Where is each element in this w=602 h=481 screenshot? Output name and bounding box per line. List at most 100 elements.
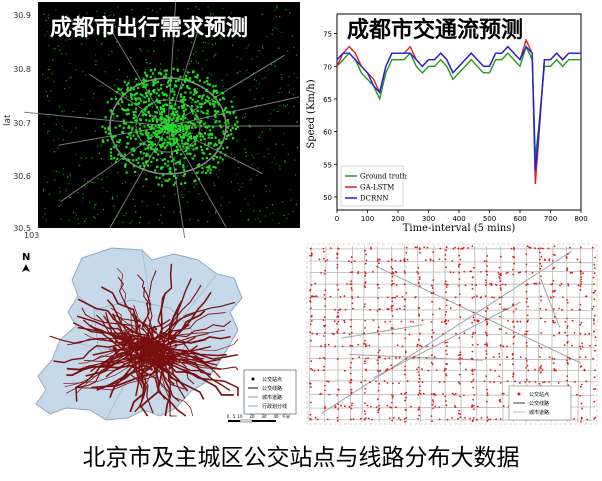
bus-stop: [350, 261, 353, 264]
bus-stop: [512, 268, 514, 271]
demand-point: [146, 205, 148, 207]
bus-stop: [499, 418, 502, 420]
bus-stop: [415, 296, 417, 298]
demand-point: [132, 147, 135, 150]
bus-stop: [499, 363, 501, 366]
demand-point: [206, 80, 209, 83]
bus-stop: [363, 305, 366, 308]
demand-point: [206, 59, 208, 61]
demand-point: [251, 163, 254, 165]
bus-stop: [163, 347, 166, 351]
demand-point: [201, 129, 203, 132]
demand-point: [139, 165, 142, 168]
bus-stop: [391, 280, 393, 282]
demand-point: [195, 138, 198, 141]
bus-stop: [485, 310, 487, 313]
demand-point: [174, 80, 177, 83]
bus-stop: [579, 323, 581, 326]
bus-stop: [443, 380, 446, 383]
bus-stop: [458, 254, 460, 257]
demand-point: [51, 20, 53, 22]
demand-point: [170, 75, 173, 78]
demand-point: [143, 81, 146, 84]
demand-point: [191, 109, 194, 112]
demand-point: [275, 15, 277, 18]
demand-point: [164, 103, 167, 106]
bus-stop: [164, 367, 167, 371]
bus-stop: [552, 362, 555, 364]
bus-stop: [586, 418, 589, 421]
demand-point: [206, 147, 209, 150]
y-tick-label: 65: [323, 96, 332, 104]
bus-stop: [135, 366, 139, 370]
demand-point: [201, 171, 204, 174]
demand-point: [183, 194, 185, 196]
bus-stop: [378, 407, 381, 410]
demand-point: [256, 175, 258, 177]
bus-stop: [160, 344, 164, 347]
demand-point: [86, 12, 88, 14]
bus-stop: [320, 345, 322, 348]
x-tick-label: 700: [544, 215, 557, 223]
demand-point: [218, 29, 220, 31]
demand-point: [235, 36, 237, 38]
bus-stop: [458, 271, 461, 274]
bus-stop: [485, 320, 488, 323]
bus-stop: [392, 395, 394, 397]
demand-title: 成都市出行需求预测: [50, 16, 249, 41]
bus-stop: [541, 369, 544, 371]
bus-stop: [432, 259, 435, 262]
demand-point: [279, 105, 281, 107]
demand-point: [160, 121, 164, 124]
bus-stop: [459, 362, 462, 365]
bus-stop: [337, 403, 339, 405]
urban-road: [308, 380, 596, 383]
demand-point: [116, 216, 118, 218]
demand-point: [97, 213, 99, 215]
bus-stop: [416, 368, 418, 371]
y-axis-label: Speed (Km/h): [306, 79, 317, 148]
demand-point: [126, 96, 128, 98]
bus-stop: [350, 361, 352, 364]
demand-point: [152, 156, 155, 160]
demand-point: [116, 41, 118, 43]
bus-stop: [324, 343, 327, 346]
demand-point: [236, 72, 239, 74]
demand-point: [160, 113, 163, 116]
demand-point: [94, 204, 96, 206]
x-tick-label: 300: [422, 215, 435, 223]
demand-point: [69, 63, 71, 65]
bus-stop: [484, 331, 487, 334]
bus-stop: [313, 370, 316, 372]
demand-point: [293, 72, 295, 74]
bus-stop: [581, 342, 583, 345]
demand-point: [119, 88, 122, 91]
demand-point: [153, 148, 156, 151]
bus-stop: [580, 278, 583, 281]
bus-stop: [451, 417, 453, 419]
bus-stop: [350, 388, 353, 391]
demand-point: [186, 152, 189, 155]
demand-point: [264, 215, 267, 217]
bus-stop: [489, 369, 492, 371]
bus-stop: [322, 247, 325, 250]
demand-point: [233, 110, 236, 113]
demand-point: [75, 127, 77, 129]
demand-point: [114, 126, 117, 129]
bus-stop: [333, 333, 335, 336]
demand-point: [110, 110, 113, 113]
bus-stop: [579, 348, 582, 350]
bus-stop: [540, 332, 543, 334]
bus-stop: [394, 259, 397, 262]
demand-point: [174, 162, 177, 165]
bus-stop: [539, 267, 542, 270]
bus-stop: [430, 361, 433, 364]
demand-point: [178, 78, 180, 80]
bus-stop: [568, 357, 571, 360]
demand-point: [99, 85, 101, 87]
bus-stop: [394, 406, 397, 409]
bus-stop: [579, 356, 581, 359]
demand-point: [221, 147, 224, 150]
bus-stop: [486, 265, 488, 267]
demand-point: [116, 140, 119, 143]
